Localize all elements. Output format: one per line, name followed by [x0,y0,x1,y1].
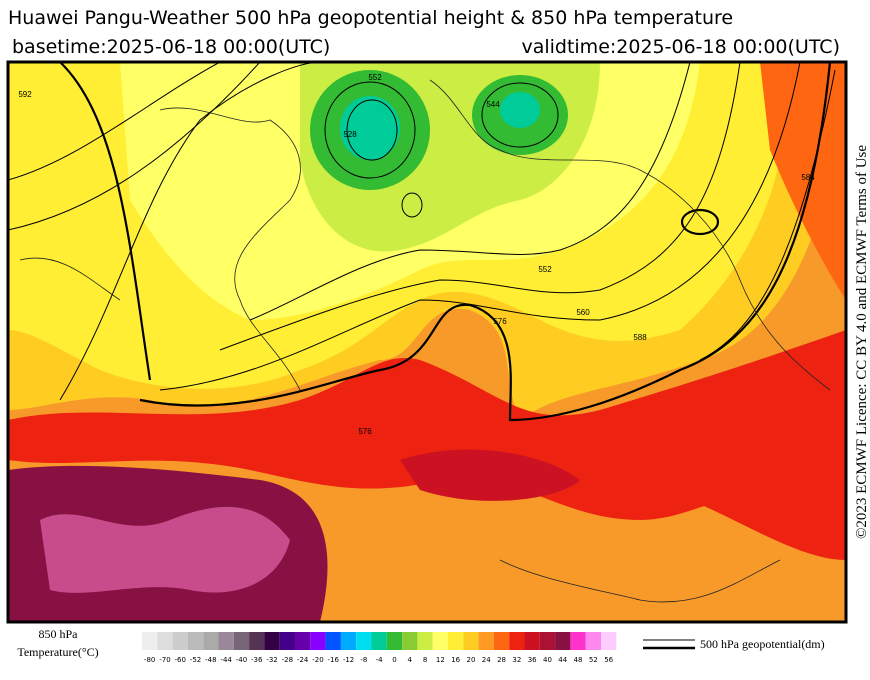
contour-legend: 500 hPa geopotential(dm) [700,637,825,651]
colorbar-tick-label: 28 [497,656,506,664]
colorbar-tick-label: 48 [574,656,583,664]
colorbar-swatch [371,632,387,650]
colorbar-title: 850 hPa [39,627,79,641]
colorbar-tick-label: 16 [451,656,460,664]
colorbar-tick-label: -52 [190,656,201,664]
colorbar-tick-label: -28 [282,656,293,664]
contour-label: 576 [493,317,507,326]
colorbar-swatch [203,632,219,650]
colorbar-swatch [279,632,295,650]
map-field [8,62,846,622]
colorbar-swatch [463,632,479,650]
contour-label: 544 [486,100,500,109]
colorbar-swatch [218,632,234,650]
colorbar-swatch [295,632,311,650]
colorbar-swatch [142,632,158,650]
colorbar-tick-label: 8 [423,656,427,664]
license: ©2023 ECMWF Licence: CC BY 4.0 and ECMWF… [854,145,870,539]
colorbar-swatch [570,632,586,650]
colorbar-swatch [417,632,433,650]
colorbar-swatch [233,632,250,650]
colorbar-swatch [585,632,601,650]
colorbar-tick-label: -44 [220,656,232,664]
colorbar-tick-label: 36 [528,656,537,664]
colorbar-tick-label: -12 [343,656,354,664]
colorbar-title: Temperature(°C) [17,645,98,659]
colorbar-tick-label: 24 [482,656,491,664]
colorbar-tick-label: 44 [558,656,567,664]
contour-label: 588 [633,333,647,342]
colorbar-tick-label: 12 [436,656,445,664]
colorbar-swatch [509,632,525,650]
colorbar-tick-label: 0 [392,656,396,664]
colorbar-swatch [340,632,357,650]
colorbar-tick-label: -80 [144,656,155,664]
colorbar-tick-label: -48 [205,656,216,664]
validtime: validtime:2025-06-18 00:00(UTC) [521,36,840,58]
contour-label: 584 [801,173,815,182]
colorbar-tick-label: 32 [512,656,521,664]
contour-label: 528 [343,130,357,139]
colorbar-swatch [157,632,173,650]
basetime: basetime:2025-06-18 00:00(UTC) [12,36,330,58]
contour-label: 552 [538,265,552,274]
colorbar-tick-label: 52 [589,656,598,664]
contour-label: 576 [358,427,372,436]
colorbar-swatch [325,632,341,650]
colorbar-swatch [448,632,464,650]
contour-label: 592 [18,90,32,99]
title: Huawei Pangu-Weather 500 hPa geopotentia… [8,7,733,29]
colorbar-tick-label: -24 [297,656,309,664]
colorbar-swatch [187,632,204,650]
colorbar-tick-label: -4 [376,656,384,664]
colorbar-swatch [264,632,280,650]
colorbar-swatch [172,632,188,650]
colorbar-swatch [539,632,556,650]
colorbar-tick-label: 56 [604,656,613,664]
contour-label: 552 [368,73,382,82]
colorbar-swatch [310,632,326,650]
colorbar-swatch [555,632,571,650]
map-frame [6,60,848,624]
colorbar-tick-label: -16 [328,656,340,664]
colorbar-swatch [356,632,372,650]
colorbar-swatch [493,632,510,650]
colorbar-tick-label: 4 [408,656,413,664]
colorbar-swatch [386,632,403,650]
colorbar-swatch [524,632,540,650]
colorbar-tick-label: -8 [360,656,367,664]
colorbar-tick-label: -40 [236,656,247,664]
colorbar-tick-label: -20 [312,656,323,664]
colorbar-swatch [478,632,494,650]
contour-label: 560 [576,308,590,317]
colorbar-swatch [601,632,617,650]
colorbar-tick-label: 20 [466,656,475,664]
colorbar-swatch [432,632,448,650]
colorbar-tick-label: -70 [159,656,170,664]
colorbar-tick-label: -32 [266,656,277,664]
colorbar-tick-label: 40 [543,656,552,664]
colorbar-tick-label: -36 [251,656,263,664]
colorbar-tick-label: -60 [175,656,186,664]
colorbar-swatch [249,632,265,650]
colorbar-swatch [402,632,418,650]
